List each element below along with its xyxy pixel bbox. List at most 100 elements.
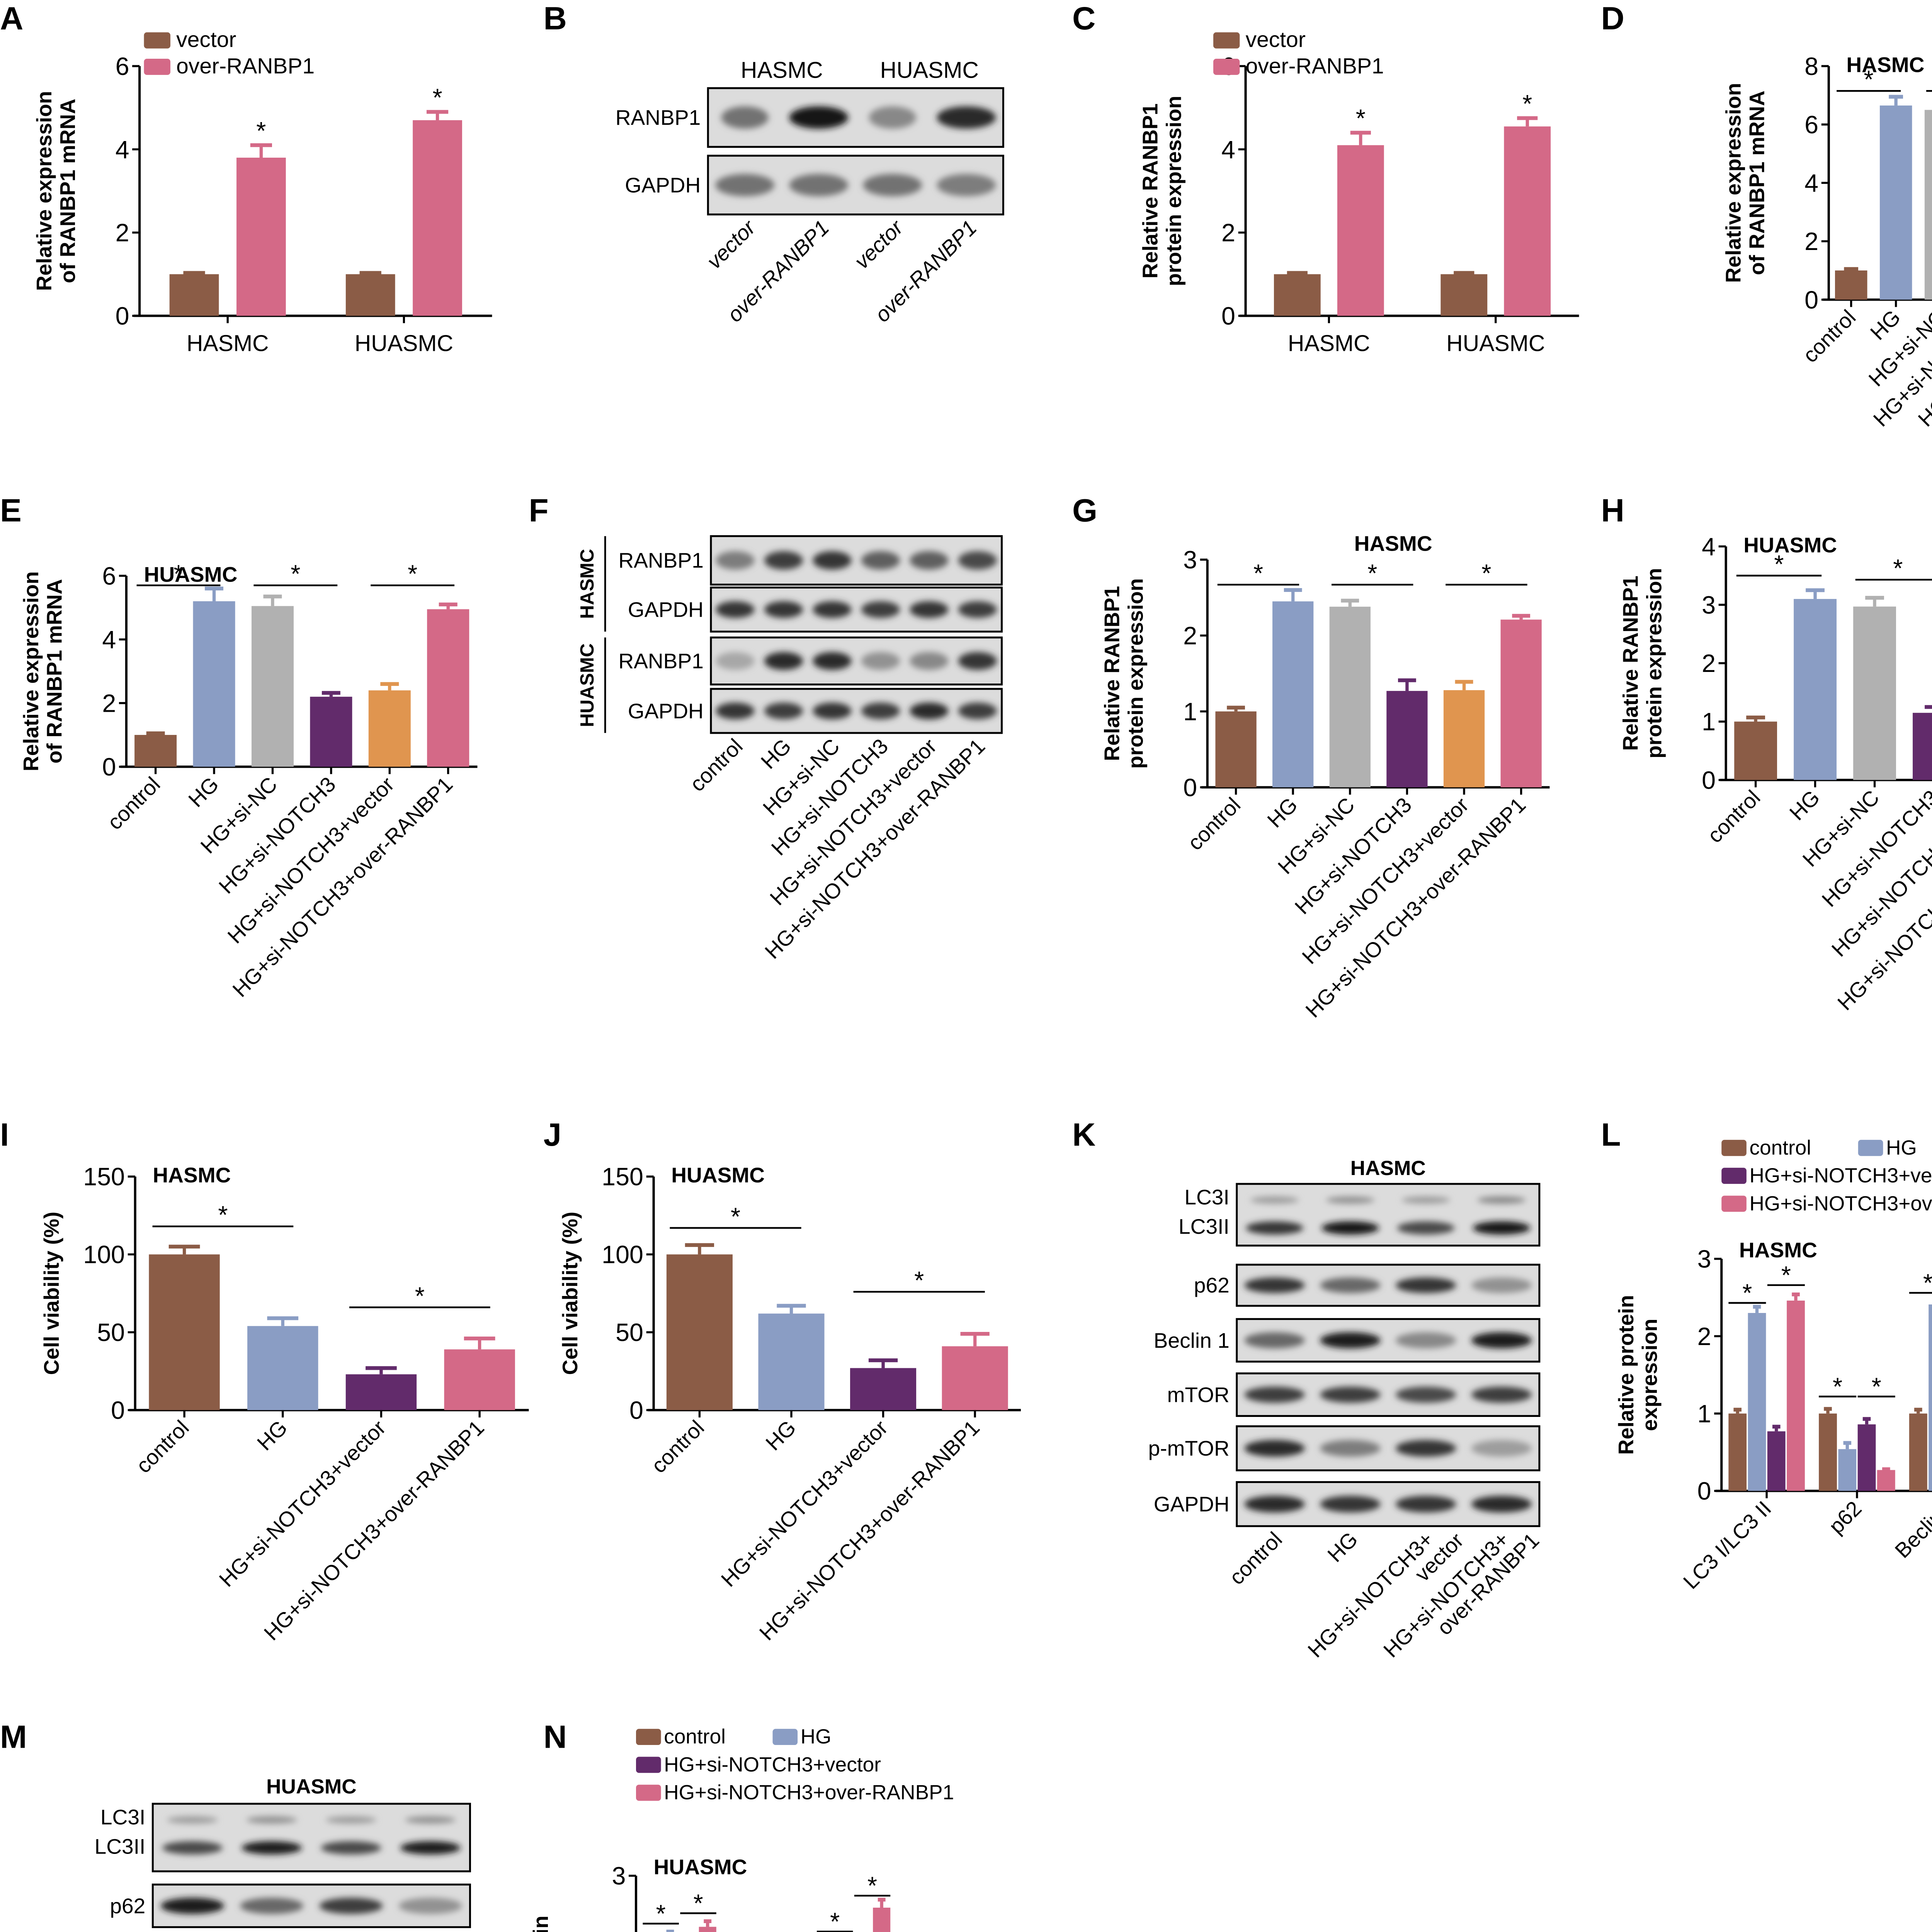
y-axis-label: Relative RANBP1protein expression — [1100, 578, 1148, 769]
blot-band — [813, 702, 852, 719]
x-tick-label: HG — [252, 1415, 292, 1455]
panel-j: J 0 50 100 150 Cell viability (%) HUASMC contro… — [544, 1116, 1028, 1704]
bar — [758, 1313, 825, 1410]
y-tick-label: 150 — [602, 1163, 643, 1191]
y-tick-label: 4 — [116, 136, 129, 163]
blot-band — [1244, 1386, 1305, 1403]
blot-band — [1395, 1277, 1456, 1293]
significance-star: * — [1833, 1372, 1842, 1400]
legend-label: over-RANBP1 — [1246, 54, 1384, 78]
panel-f: F RANBP1 GAPDH RANBP1 GAPDH HASMC HUASMC contro… — [529, 492, 1028, 1080]
blot-band — [861, 702, 900, 719]
blot-band — [162, 1841, 223, 1855]
x-tick-label: HG+si-NOTCH3+vector — [214, 1415, 390, 1591]
y-tick-label: 50 — [97, 1319, 125, 1347]
y-axis-label: Relative expressionof RANBP1 mRNA — [1721, 83, 1769, 283]
legend-swatch — [636, 1729, 661, 1745]
blot-band — [937, 106, 996, 129]
blot-band — [1471, 1332, 1532, 1349]
panel-letter: B — [543, 0, 567, 37]
y-tick-label: 50 — [616, 1319, 643, 1347]
y-tick-label: 2 — [1702, 650, 1716, 677]
panel-b: B HASMC HUASMC RANBP1 GAPDH vector over-RANBP1… — [544, 0, 1043, 426]
y-tick-label: 6 — [102, 562, 116, 590]
legend-swatch — [1721, 1139, 1747, 1156]
significance-star: * — [1872, 1372, 1881, 1400]
y-tick-label: 1 — [1183, 698, 1197, 726]
y-tick-label: 8 — [1804, 53, 1818, 80]
panel-n: N0123Relative proteinexpressionHUASMCLC3… — [529, 1718, 1028, 1932]
blot-band — [958, 702, 997, 719]
blot-band — [1395, 1332, 1456, 1349]
x-tick-label: HUASMC — [355, 331, 453, 356]
blot-band — [1244, 1332, 1305, 1349]
blot-band — [716, 601, 755, 618]
bar — [1879, 105, 1912, 300]
blot-row-label: RANBP1 — [616, 105, 701, 129]
blot-band — [1473, 1221, 1531, 1235]
blot-band — [789, 106, 849, 129]
significance-star: * — [1893, 554, 1903, 582]
significance-star: * — [1253, 560, 1263, 587]
y-axis-label: Relative RANBP1protein expression — [1619, 568, 1666, 759]
panel-letter: C — [1072, 0, 1096, 37]
bar — [193, 601, 235, 767]
y-tick-label: 1 — [1697, 1400, 1711, 1428]
blot-band — [789, 174, 849, 196]
panel-letter: F — [529, 492, 549, 529]
bar — [345, 274, 395, 316]
bar — [149, 1254, 220, 1410]
blot-band — [398, 1898, 462, 1914]
panel-a: A 0 2 4 6 Relative expressionof RANBP1 mRNA HA… — [0, 0, 514, 426]
bar — [1787, 1300, 1805, 1491]
blot-lane-label: vector — [702, 215, 761, 274]
blot-row-label: p62 — [1194, 1273, 1230, 1297]
x-tick-label: control — [1798, 305, 1861, 367]
blot-band — [1246, 1221, 1304, 1235]
y-tick-label: 100 — [83, 1241, 125, 1269]
blot-band — [319, 1898, 383, 1914]
blot-row-label: Beclin 1 — [1154, 1328, 1230, 1352]
panel-letter: N — [543, 1718, 567, 1755]
significance-star: * — [256, 117, 266, 145]
blot-group-label: HUASMC — [577, 643, 598, 727]
blot-band — [764, 551, 803, 570]
blot-band — [764, 702, 803, 719]
blot-band — [1321, 1221, 1379, 1235]
significance-star: * — [1774, 550, 1784, 578]
y-tick-label: 2 — [1697, 1323, 1711, 1350]
significance-star: * — [1923, 1269, 1932, 1297]
significance-star: * — [1522, 90, 1532, 117]
y-tick-label: 150 — [83, 1163, 125, 1191]
blot-row-label: mTOR — [1167, 1383, 1230, 1406]
bar — [1215, 711, 1257, 787]
x-tick-label: control — [1702, 786, 1765, 848]
blot-band — [1244, 1440, 1305, 1457]
blot-band — [1250, 1196, 1299, 1204]
blot-band — [716, 551, 755, 570]
bar — [1272, 601, 1314, 787]
bar — [1274, 274, 1321, 316]
bar-chart: 0 50 100 150 Cell viability (%) HUASMC control… — [558, 1163, 1021, 1645]
chart-title: HUASMC — [654, 1855, 747, 1879]
y-tick-label: 3 — [1183, 546, 1197, 574]
significance-star: * — [1481, 560, 1491, 587]
blot-band — [1471, 1386, 1532, 1403]
legend-swatch — [1213, 32, 1240, 49]
legend-swatch — [1721, 1196, 1747, 1212]
blot-band — [325, 1816, 377, 1824]
y-tick-label: 3 — [1697, 1245, 1711, 1273]
bar — [1913, 713, 1932, 780]
western-blot: HASMC LC3I LC3II p62 Beclin 1 mTOR p-mTOR GAPDH… — [1148, 1157, 1544, 1662]
blot-band — [958, 601, 997, 618]
x-tick-label: HASMC — [187, 331, 269, 356]
bar — [1835, 270, 1867, 300]
panel-i: I 0 50 100 150 Cell viability (%) HASMC control… — [0, 1116, 544, 1704]
blot-band — [167, 1816, 218, 1824]
y-tick-label: 0 — [1697, 1477, 1711, 1505]
significance-star: * — [656, 1900, 666, 1927]
bar — [251, 606, 294, 767]
blot-band — [861, 551, 900, 570]
legend-swatch — [144, 32, 170, 49]
